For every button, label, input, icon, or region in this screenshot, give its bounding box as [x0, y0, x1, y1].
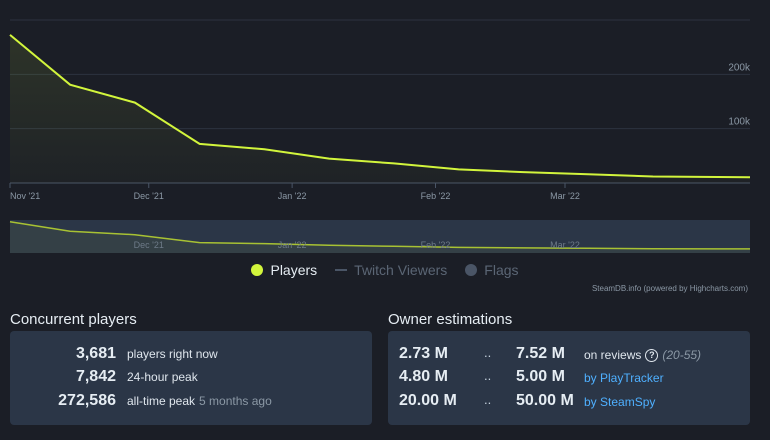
source-label: on reviews — [584, 348, 642, 362]
owners-panel: 2.73 M .. 7.52 M on reviews ? (20-55) 4.… — [388, 331, 750, 425]
legend-label-twitch: Twitch Viewers — [354, 262, 448, 278]
x-tick-label: Feb '22 — [421, 191, 451, 201]
concurrent-row-24h: 7,842 24-hour peak — [10, 368, 198, 386]
owners-low-value: 2.73 M — [399, 345, 448, 362]
owners-low-value: 20.00 M — [399, 392, 457, 409]
legend-item-players[interactable]: Players — [251, 262, 317, 278]
owners-separator: .. — [484, 368, 492, 383]
concurrent-title: Concurrent players — [10, 311, 137, 328]
peak-24h-value: 7,842 — [75, 368, 116, 385]
owners-high-value: 50.00 M — [516, 392, 574, 409]
playtracker-link[interactable]: by PlayTracker — [584, 371, 664, 385]
players-circle-icon — [251, 264, 264, 276]
owners-high-value: 5.00 M — [516, 368, 565, 385]
owners-title: Owner estimations — [388, 311, 513, 328]
navigator-window — [10, 220, 750, 253]
peak-24h-label: 24-hour peak — [127, 370, 198, 384]
navigator-area — [10, 221, 750, 253]
reviews-range: (20-55) — [662, 348, 702, 362]
players-area — [10, 34, 750, 184]
legend-item-flags[interactable]: Flags — [465, 262, 519, 278]
legend-label-flags: Flags — [484, 262, 519, 278]
help-icon[interactable]: ? — [645, 348, 659, 362]
legend-item-twitch[interactable]: Twitch Viewers — [335, 262, 447, 278]
peak-alltime-value: 272,586 — [58, 392, 116, 409]
owners-source-reviews: on reviews ? (20-55) — [584, 348, 701, 362]
players-chart[interactable]: 100k 200k Nov '21 Dec '21 Jan '22 Feb '22 Mar … — [0, 0, 770, 300]
owners-row-steamspy: 20.00 M .. 50.00 M by SteamSpy — [388, 392, 750, 412]
owners-separator: .. — [484, 345, 492, 360]
owners-high-value: 7.52 M — [516, 345, 565, 362]
y-tick-label: 100k — [728, 117, 751, 128]
chart-credit[interactable]: SteamDB.info (powered by Highcharts.com) — [591, 284, 748, 293]
navigator-line — [9, 221, 750, 250]
flags-circle-icon — [465, 264, 478, 276]
concurrent-row-alltime: 272,586 all-time peak 5 months ago — [10, 392, 272, 410]
owners-separator: .. — [484, 392, 492, 407]
peak-alltime-ago: 5 months ago — [199, 394, 272, 408]
x-tick-label: Jan '22 — [278, 191, 307, 201]
x-tick-label: Mar '22 — [550, 191, 580, 201]
x-tick-label: Nov '21 — [10, 191, 40, 201]
players-now-value: 3,681 — [75, 345, 116, 362]
owners-row-reviews: 2.73 M .. 7.52 M on reviews ? (20-55) — [388, 345, 750, 365]
navigator-tick-label: Mar '22 — [550, 240, 580, 250]
y-tick-label: 200k — [728, 62, 751, 73]
x-tick-label: Dec '21 — [134, 191, 164, 201]
players-line — [9, 34, 751, 179]
chart-svg[interactable]: 100k 200k Nov '21 Dec '21 Jan '22 Feb '22 Mar … — [0, 0, 770, 300]
twitch-line-icon — [335, 269, 348, 271]
peak-alltime-label: all-time peak — [127, 394, 196, 408]
concurrent-panel: 3,681 players right now 7,842 24-hour pe… — [10, 331, 372, 425]
owners-row-playtracker: 4.80 M .. 5.00 M by PlayTracker — [388, 368, 750, 388]
navigator-tick-label: Feb '22 — [421, 240, 451, 250]
navigator-tick-label: Dec '21 — [134, 240, 164, 250]
legend-label-players: Players — [270, 262, 318, 278]
navigator-tick-label: Jan '22 — [278, 240, 307, 250]
steamspy-link[interactable]: by SteamSpy — [584, 395, 656, 409]
owners-low-value: 4.80 M — [399, 368, 448, 385]
players-now-label: players right now — [127, 347, 218, 361]
concurrent-row-now: 3,681 players right now — [10, 345, 218, 363]
chart-legend: Players Twitch Viewers Flags — [0, 262, 770, 278]
